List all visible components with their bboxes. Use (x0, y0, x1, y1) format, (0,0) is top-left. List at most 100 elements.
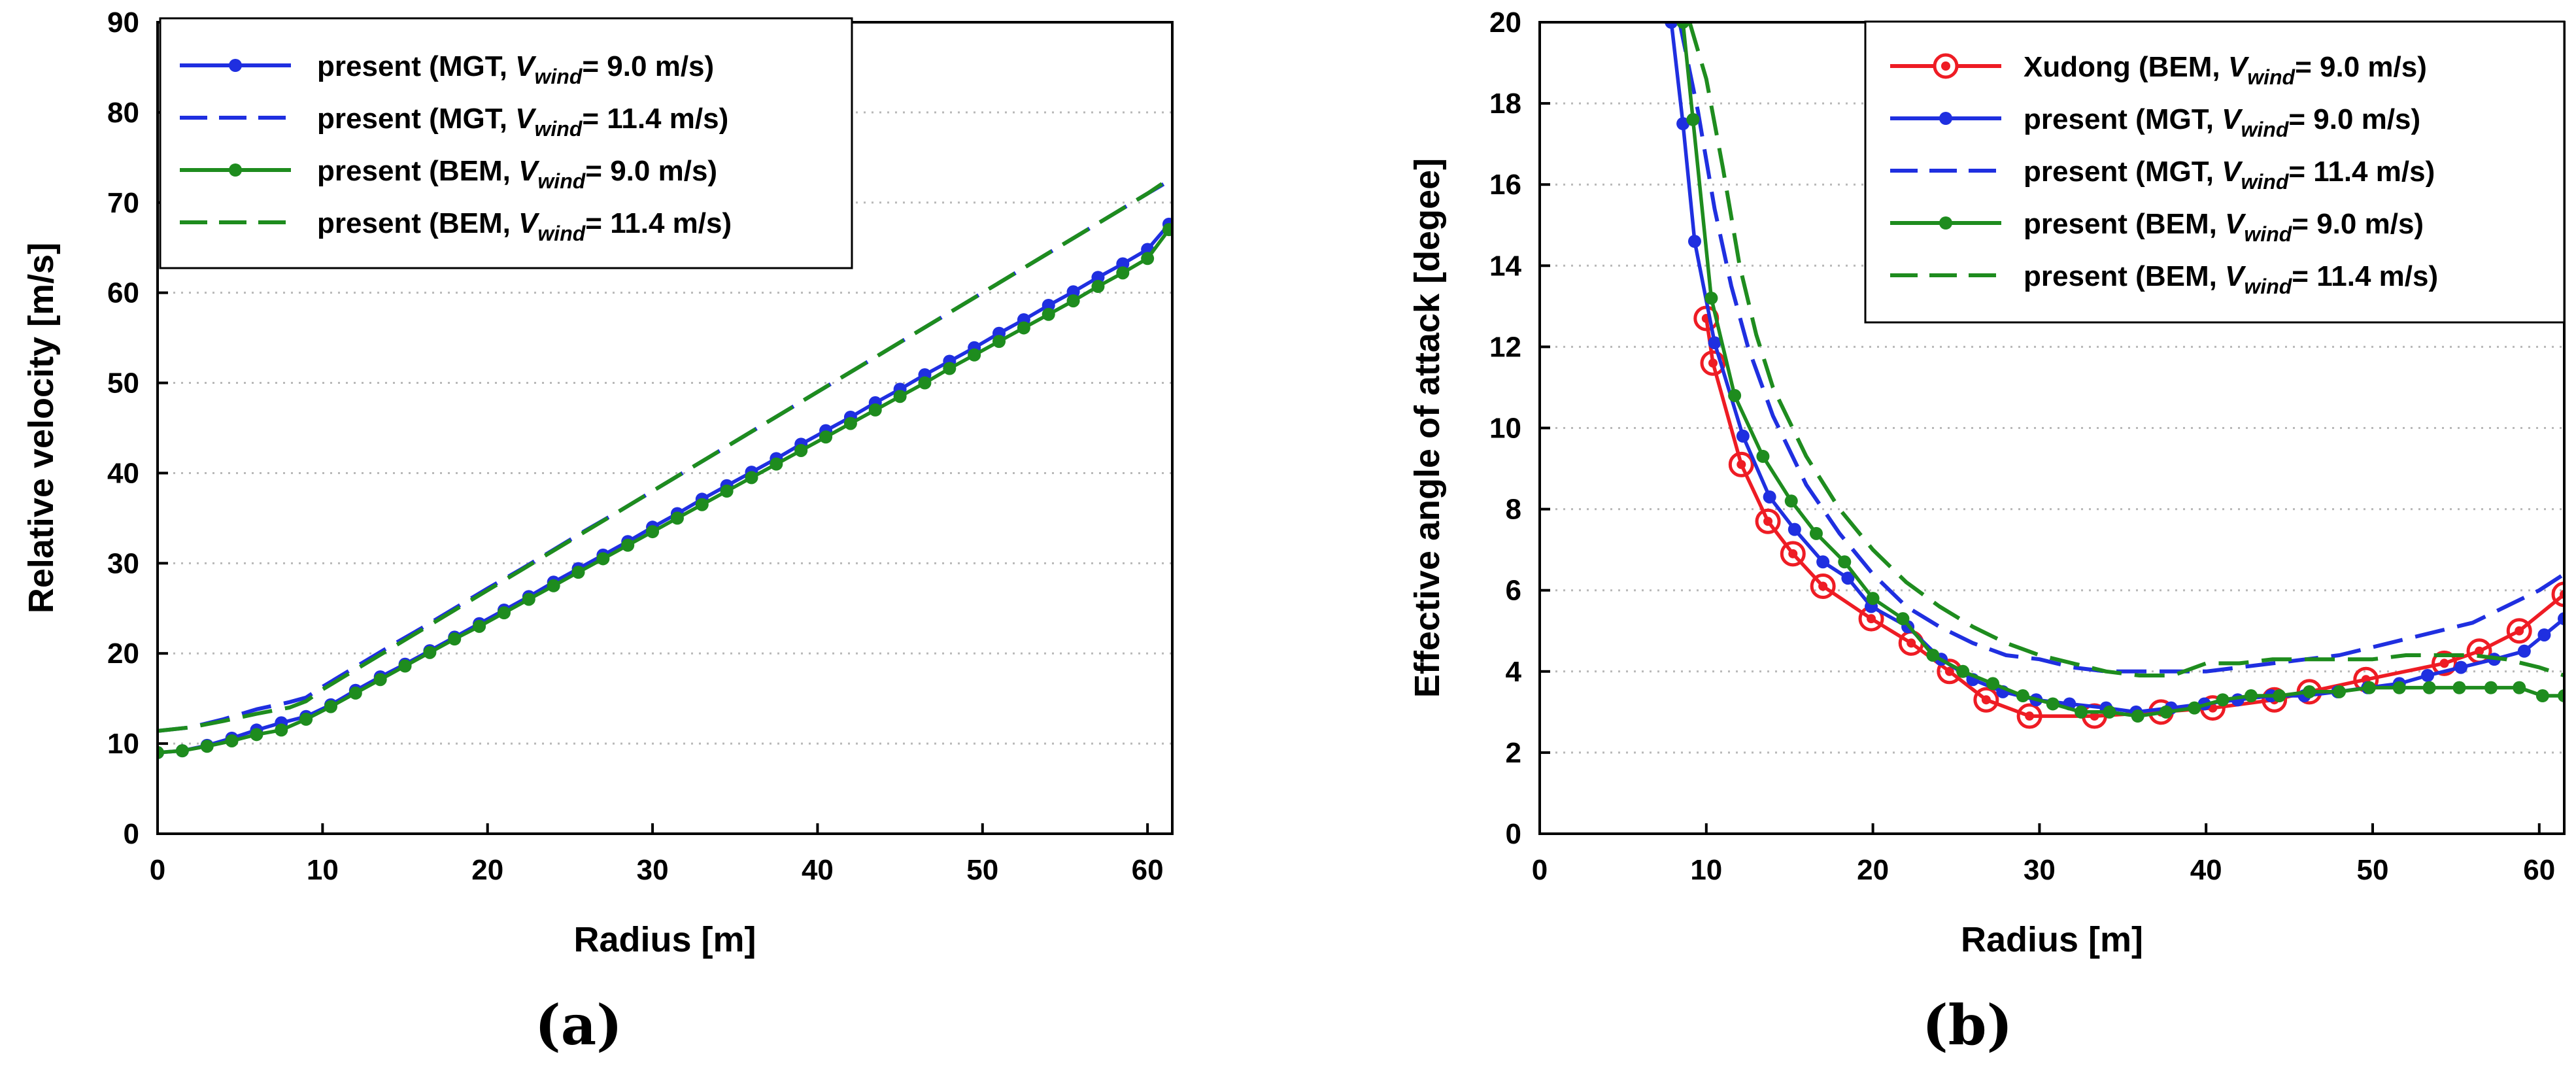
legend-label: present (MGT, Vwind= 9.0 m/s) (2024, 103, 2420, 141)
data-point (1708, 336, 1721, 350)
y-tick-label: 70 (107, 187, 139, 219)
data-point (2517, 644, 2531, 658)
data-point (819, 430, 833, 444)
data-point (1841, 572, 1855, 585)
data-point (2075, 705, 2088, 719)
data-point-center (1944, 666, 1954, 676)
panel-label-b: (b) (1922, 993, 2013, 1057)
legend-label: present (MGT, Vwind= 11.4 m/s) (317, 103, 728, 141)
data-point (1116, 257, 1130, 271)
data-point (373, 673, 387, 687)
y-tick-label: 80 (107, 97, 139, 129)
data-point (2551, 581, 2564, 607)
data-point (547, 579, 560, 592)
y-tick-label: 18 (1489, 88, 1521, 120)
data-point-center (1708, 358, 1718, 368)
data-point (2558, 689, 2564, 703)
data-point (2421, 669, 2435, 683)
data-point (1896, 612, 1910, 626)
y-tick-label: 10 (107, 728, 139, 760)
y-tick-label: 60 (107, 277, 139, 309)
data-point-center (2439, 658, 2449, 668)
x-axis-title: Radius [m] (573, 920, 756, 959)
data-point (448, 632, 462, 646)
legend: Xudong (BEM, Vwind= 9.0 m/s) present (MGT… (1864, 20, 2566, 324)
x-tick-label: 60 (1132, 854, 1164, 886)
data-point (1756, 449, 1770, 463)
data-point (1926, 648, 1940, 662)
x-tick-label: 50 (2357, 854, 2389, 886)
data-point (2262, 687, 2288, 713)
data-point (2513, 681, 2526, 694)
legend-marker-center (1941, 61, 1950, 71)
data-point (175, 744, 189, 758)
data-point (398, 659, 412, 673)
data-point (2016, 703, 2042, 729)
y-tick-label: 16 (1489, 169, 1521, 201)
data-point (225, 734, 239, 747)
legend-label: present (BEM, Vwind= 9.0 m/s) (2024, 208, 2424, 246)
data-point (473, 619, 486, 633)
data-point (2432, 650, 2458, 676)
data-point (1676, 117, 1690, 131)
x-tick-label: 0 (150, 854, 165, 886)
data-point (695, 498, 709, 511)
chart-b: 0 2 4 6 8 10 12 14 16 18 20 0 10 20 30 40 50 60 Radius [m]… (1408, 7, 2566, 959)
data-point (2535, 689, 2549, 703)
y-tick-label: 90 (107, 7, 139, 39)
panel-label-a: (a) (535, 993, 622, 1057)
data-point (2454, 660, 2468, 674)
data-point (1728, 451, 1754, 477)
series-line-4 (158, 177, 1170, 733)
legend-marker (1939, 112, 1952, 125)
data-point (720, 485, 734, 498)
legend-label: present (MGT, Vwind= 11.4 m/s) (2024, 156, 2435, 194)
x-tick-label: 40 (2190, 854, 2222, 886)
data-point-center (1981, 695, 1991, 705)
x-tick-label: 10 (1690, 854, 1722, 886)
series-line-1 (158, 223, 1171, 755)
x-tick-label: 10 (307, 854, 339, 886)
data-point (2333, 685, 2347, 698)
series-line-3 (1678, 22, 2564, 674)
data-point (2273, 689, 2286, 703)
legend-marker (1939, 216, 1952, 230)
chart-a: 0 10 20 30 40 50 60 70 80 90 0 10 20 30 40 50 60 Radius [… (22, 7, 1174, 959)
data-point (1956, 664, 1970, 678)
data-point (299, 712, 313, 726)
data-point-center (1788, 549, 1798, 558)
data-point-center (1907, 638, 1916, 648)
x-tick-label: 30 (2024, 854, 2056, 886)
data-point-center (2025, 711, 2035, 721)
data-point (621, 538, 635, 552)
data-point (1066, 294, 1080, 308)
data-point-center (1867, 614, 1876, 624)
data-point-center (1818, 581, 1828, 591)
data-point (2537, 628, 2551, 641)
data-point (1736, 429, 1750, 443)
y-tick-label: 50 (107, 368, 139, 400)
data-point (2484, 681, 2498, 694)
y-tick-label: 0 (124, 818, 139, 850)
data-point (1763, 490, 1776, 504)
data-point (2303, 685, 2316, 698)
data-point (1704, 291, 1718, 305)
y-tick-label: 40 (107, 457, 139, 489)
legend-marker (229, 163, 242, 177)
data-point (843, 417, 857, 430)
data-point (2160, 705, 2173, 719)
data-point (1809, 526, 1823, 540)
y-tick-label: 8 (1506, 494, 1521, 526)
series-group (1665, 22, 2564, 729)
data-point (893, 390, 907, 403)
data-point (1986, 677, 2000, 691)
data-point (2103, 705, 2116, 719)
legend-label: present (MGT, Vwind= 9.0 m/s) (317, 50, 714, 88)
data-point (158, 745, 164, 759)
data-point (1700, 350, 1726, 376)
data-point (646, 525, 660, 539)
x-tick-label: 20 (1857, 854, 1889, 886)
x-tick-label: 40 (802, 854, 834, 886)
x-tick-label: 60 (2523, 854, 2555, 886)
data-point (1141, 252, 1155, 265)
